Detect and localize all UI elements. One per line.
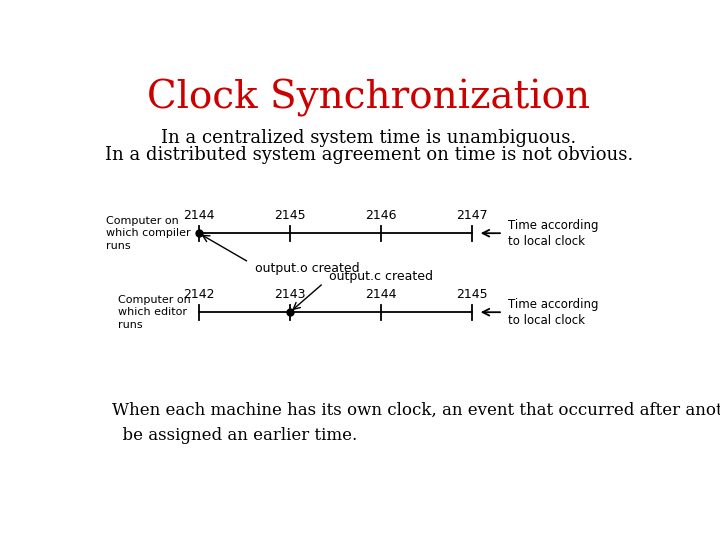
Text: 2147: 2147 — [456, 208, 488, 221]
Text: 2145: 2145 — [456, 288, 488, 301]
Text: 2142: 2142 — [183, 288, 215, 301]
Text: Clock Synchronization: Clock Synchronization — [148, 79, 590, 117]
Text: output.c created: output.c created — [329, 270, 433, 283]
Text: When each machine has its own clock, an event that occurred after another event : When each machine has its own clock, an … — [112, 402, 720, 418]
Text: 2144: 2144 — [365, 288, 397, 301]
Text: 2145: 2145 — [274, 208, 306, 221]
Text: be assigned an earlier time.: be assigned an earlier time. — [112, 427, 358, 443]
Text: In a distributed system agreement on time is not obvious.: In a distributed system agreement on tim… — [105, 146, 633, 164]
Text: 2146: 2146 — [365, 208, 397, 221]
Text: Time according
to local clock: Time according to local clock — [508, 298, 599, 327]
Text: 2144: 2144 — [183, 208, 215, 221]
Text: Time according
to local clock: Time according to local clock — [508, 219, 599, 248]
Text: output.o created: output.o created — [255, 262, 359, 275]
Text: Computer on
which editor
runs: Computer on which editor runs — [117, 295, 190, 329]
Text: Computer on
which compiler
runs: Computer on which compiler runs — [106, 216, 190, 251]
Text: In a centralized system time is unambiguous.: In a centralized system time is unambigu… — [161, 129, 577, 147]
Text: 2143: 2143 — [274, 288, 306, 301]
